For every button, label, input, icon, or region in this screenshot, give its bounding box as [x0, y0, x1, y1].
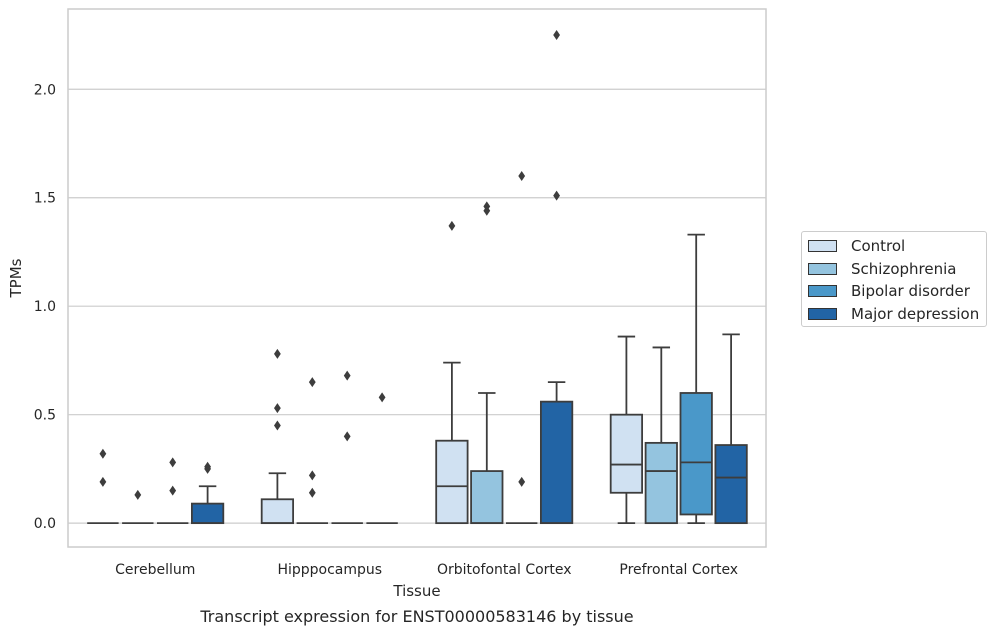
box-bipolar-disorder — [505, 171, 538, 525]
legend-swatch — [808, 307, 837, 320]
outlier-point — [274, 348, 281, 359]
box — [644, 441, 678, 525]
outlier-point — [518, 476, 526, 487]
outlier-point — [483, 205, 491, 216]
outlier-point — [343, 431, 351, 442]
box-schizophrenia — [470, 201, 504, 525]
plot-frame — [67, 8, 767, 548]
box-bipolar-disorder — [331, 370, 363, 525]
outlier-point — [553, 30, 560, 41]
legend-label: Major depression — [851, 304, 980, 323]
outlier-point — [99, 476, 107, 487]
y-tick-label: 2.0 — [34, 82, 56, 98]
box — [470, 470, 504, 525]
outlier-point — [553, 190, 560, 201]
legend-label: Bipolar disorder — [851, 282, 970, 301]
outlier-point — [204, 463, 211, 474]
y-tick-label: 1.0 — [34, 299, 56, 315]
legend-item: Major depression — [808, 303, 986, 326]
legend-item: Bipolar disorder — [808, 280, 986, 303]
y-tick-label: 0.5 — [34, 408, 56, 424]
outlier-point — [308, 487, 316, 498]
box-schizophrenia — [122, 489, 154, 525]
legend-swatch — [808, 262, 837, 275]
box-major-depression — [539, 30, 574, 525]
box-groups — [87, 30, 748, 525]
box — [714, 444, 748, 525]
x-tick-label: Prefrontal Cortex — [619, 562, 738, 578]
box-schizophrenia — [644, 346, 678, 525]
outlier-point — [378, 392, 386, 403]
box — [609, 413, 644, 494]
legend-item: Control — [808, 235, 986, 258]
box-bipolar-disorder — [156, 457, 189, 525]
box-bipolar-disorder — [679, 233, 713, 525]
box-control — [87, 448, 119, 525]
box-control — [260, 348, 295, 525]
legend-swatch — [808, 285, 837, 298]
outlier-point — [169, 485, 177, 496]
legend-item: Schizophrenia — [808, 258, 986, 281]
outlier-point — [274, 403, 281, 414]
y-tick-labels: 0.0 0.5 1.0 1.5 2.0 — [34, 82, 56, 532]
box-schizophrenia — [296, 377, 329, 525]
y-tick-label: 0.0 — [34, 516, 56, 532]
box-control — [435, 220, 469, 525]
x-tick-label: Orbitofontal Cortex — [437, 562, 572, 578]
legend-label: Control — [851, 237, 906, 256]
outlier-point — [448, 220, 456, 231]
legend-swatch — [808, 240, 837, 253]
box — [679, 392, 713, 516]
x-axis-label: Tissue — [392, 582, 440, 600]
box-major-depression — [714, 333, 748, 525]
outlier-point — [99, 448, 107, 459]
x-tick-labels: Cerebellum Hipppocampus Orbitofontal Corte… — [115, 562, 738, 578]
box — [260, 498, 295, 525]
box — [190, 502, 225, 525]
box-major-depression — [366, 392, 398, 525]
outlier-point — [274, 420, 281, 431]
box — [435, 439, 469, 525]
outlier-point — [308, 470, 316, 481]
box-control — [609, 335, 644, 525]
y-axis-label: TPMs — [7, 258, 25, 298]
legend: Control Schizophrenia Bipolar disorder Majo… — [801, 231, 987, 327]
x-tick-label: Cerebellum — [115, 562, 195, 578]
outlier-point — [518, 171, 526, 182]
outlier-point — [308, 377, 316, 388]
box-major-depression — [190, 461, 225, 525]
chart-caption: Transcript expression for ENST0000058314… — [199, 607, 633, 626]
box — [539, 400, 574, 525]
legend-label: Schizophrenia — [851, 259, 957, 278]
outlier-point — [343, 370, 351, 381]
x-tick-label: Hipppocampus — [277, 562, 382, 578]
y-tick-label: 1.5 — [34, 191, 56, 207]
outlier-point — [169, 457, 177, 468]
outlier-point — [134, 489, 142, 500]
